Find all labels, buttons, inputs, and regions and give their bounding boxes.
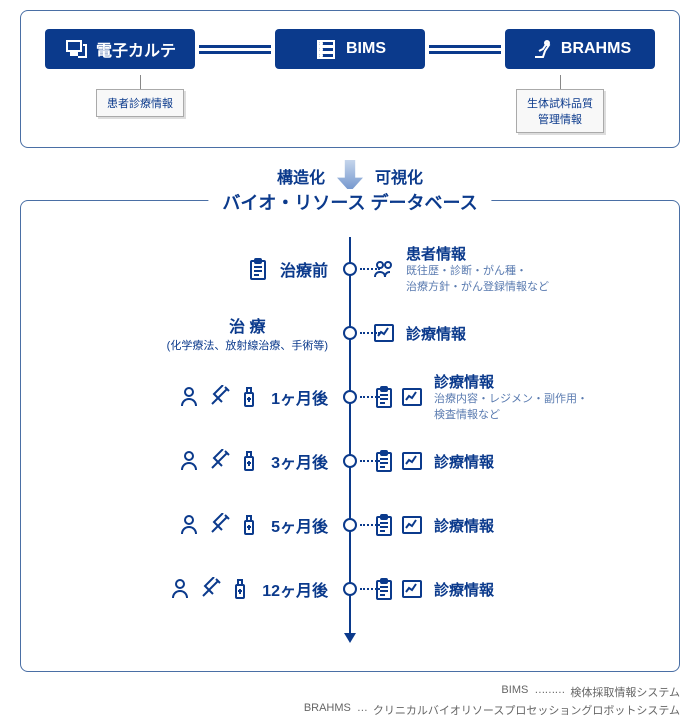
syringe-icon — [198, 577, 222, 601]
server-icon — [314, 37, 338, 61]
bottle-icon — [237, 385, 261, 409]
chart-icon — [400, 449, 424, 473]
legend-row: BRAHMS … クリニカルバイオリソースプロセッショングロボットシステム — [295, 702, 680, 718]
timeline-node — [343, 262, 357, 276]
info-title: 診療情報 — [406, 323, 466, 344]
stage-label: 5ヶ月後 — [271, 513, 328, 537]
person-icon — [168, 577, 192, 601]
chart-icon — [400, 513, 424, 537]
system-label: BRAHMS — [561, 40, 631, 58]
syringe-icon — [207, 513, 231, 537]
system-brahms: BRAHMS — [505, 29, 655, 69]
database-panel: バイオ・リソース データベース 治療前患者情報既往歴・診断・がん種・ 治療方針・… — [20, 200, 680, 672]
timeline-row: 12ヶ月後 診療情報 — [41, 557, 659, 621]
timeline: 治療前 患者情報既往歴・診断・がん種・ 治療方針・がん登録情報など治 療(化学療法… — [41, 227, 659, 641]
info-desc: 治療内容・レジメン・副作用・ 検査情報など — [434, 392, 588, 423]
legend-val: クリニカルバイオリソースプロセッショングロボットシステム — [373, 702, 680, 718]
timeline-node — [343, 582, 357, 596]
arrow-down-icon — [337, 160, 363, 192]
timeline-row: 5ヶ月後 診療情報 — [41, 493, 659, 557]
systems-sub-row: 患者診療情報 生体試料品質 管理情報 — [45, 75, 655, 133]
systems-row: 電子カルテ BIMS BRAHMS — [45, 29, 655, 69]
legend-val: 検体採取情報システム — [570, 684, 680, 700]
sub-item: 生体試料品質 管理情報 — [485, 75, 635, 133]
bottle-icon — [237, 449, 261, 473]
info-title: 診療情報 — [434, 579, 494, 600]
person-icon — [177, 449, 201, 473]
person-icon — [177, 513, 201, 537]
timeline-row: 3ヶ月後 診療情報 — [41, 429, 659, 493]
info-desc: 既往歴・診断・がん種・ 治療方針・がん登録情報など — [406, 264, 549, 295]
connector — [195, 44, 275, 54]
bottle-icon — [228, 577, 252, 601]
person-icon — [177, 385, 201, 409]
clipboard-icon — [246, 257, 270, 281]
system-label: 電子カルテ — [96, 37, 176, 61]
mid-right: 可視化 — [375, 164, 423, 188]
database-title: バイオ・リソース データベース — [208, 189, 491, 215]
pc-icon — [64, 37, 88, 61]
stage-label: 3ヶ月後 — [271, 449, 328, 473]
chart-icon — [400, 577, 424, 601]
timeline-node — [343, 454, 357, 468]
legend-row: BIMS ……… 検体採取情報システム — [472, 684, 680, 700]
timeline-row: 治 療(化学療法、放射線治療、手術等) 診療情報 — [41, 301, 659, 365]
info-title: 患者情報 — [406, 243, 549, 264]
stage-label: 治療前 — [280, 257, 328, 281]
legend-key: BIMS — [472, 684, 528, 700]
stage-label: 1ヶ月後 — [271, 385, 328, 409]
mid-left: 構造化 — [277, 164, 325, 188]
legend-key: BRAHMS — [295, 702, 351, 718]
chart-icon — [400, 385, 424, 409]
timeline-node — [343, 518, 357, 532]
syringe-icon — [207, 385, 231, 409]
timeline-node — [343, 326, 357, 340]
legend: BIMS ……… 検体採取情報システム BRAHMS … クリニカルバイオリソー… — [20, 684, 680, 718]
sub-item: 患者診療情報 — [65, 75, 215, 133]
stage-label: 12ヶ月後 — [262, 577, 328, 601]
syringe-icon — [207, 449, 231, 473]
system-emr: 電子カルテ — [45, 29, 195, 69]
sub-label: 患者診療情報 — [96, 89, 184, 117]
timeline-row: 治療前 患者情報既往歴・診断・がん種・ 治療方針・がん登録情報など — [41, 237, 659, 301]
bottle-icon — [237, 513, 261, 537]
info-title: 診療情報 — [434, 515, 494, 536]
system-bims: BIMS — [275, 29, 425, 69]
stage-sublabel: (化学療法、放射線治療、手術等) — [167, 337, 328, 353]
systems-panel: 電子カルテ BIMS BRAHMS 患者診療情報 生体試料品質 管理情報 — [20, 10, 680, 148]
stage-label: 治 療 — [167, 313, 328, 337]
info-title: 診療情報 — [434, 451, 494, 472]
legend-dots: … — [357, 702, 367, 718]
system-label: BIMS — [346, 40, 386, 58]
mid-labels: 構造化 可視化 — [10, 160, 690, 192]
sub-label: 生体試料品質 管理情報 — [516, 89, 604, 133]
timeline-row: 1ヶ月後 診療情報治療内容・レジメン・副作用・ 検査情報など — [41, 365, 659, 429]
connector — [425, 44, 505, 54]
info-title: 診療情報 — [434, 371, 588, 392]
robot-icon — [529, 37, 553, 61]
timeline-node — [343, 390, 357, 404]
legend-dots: ……… — [534, 684, 564, 700]
